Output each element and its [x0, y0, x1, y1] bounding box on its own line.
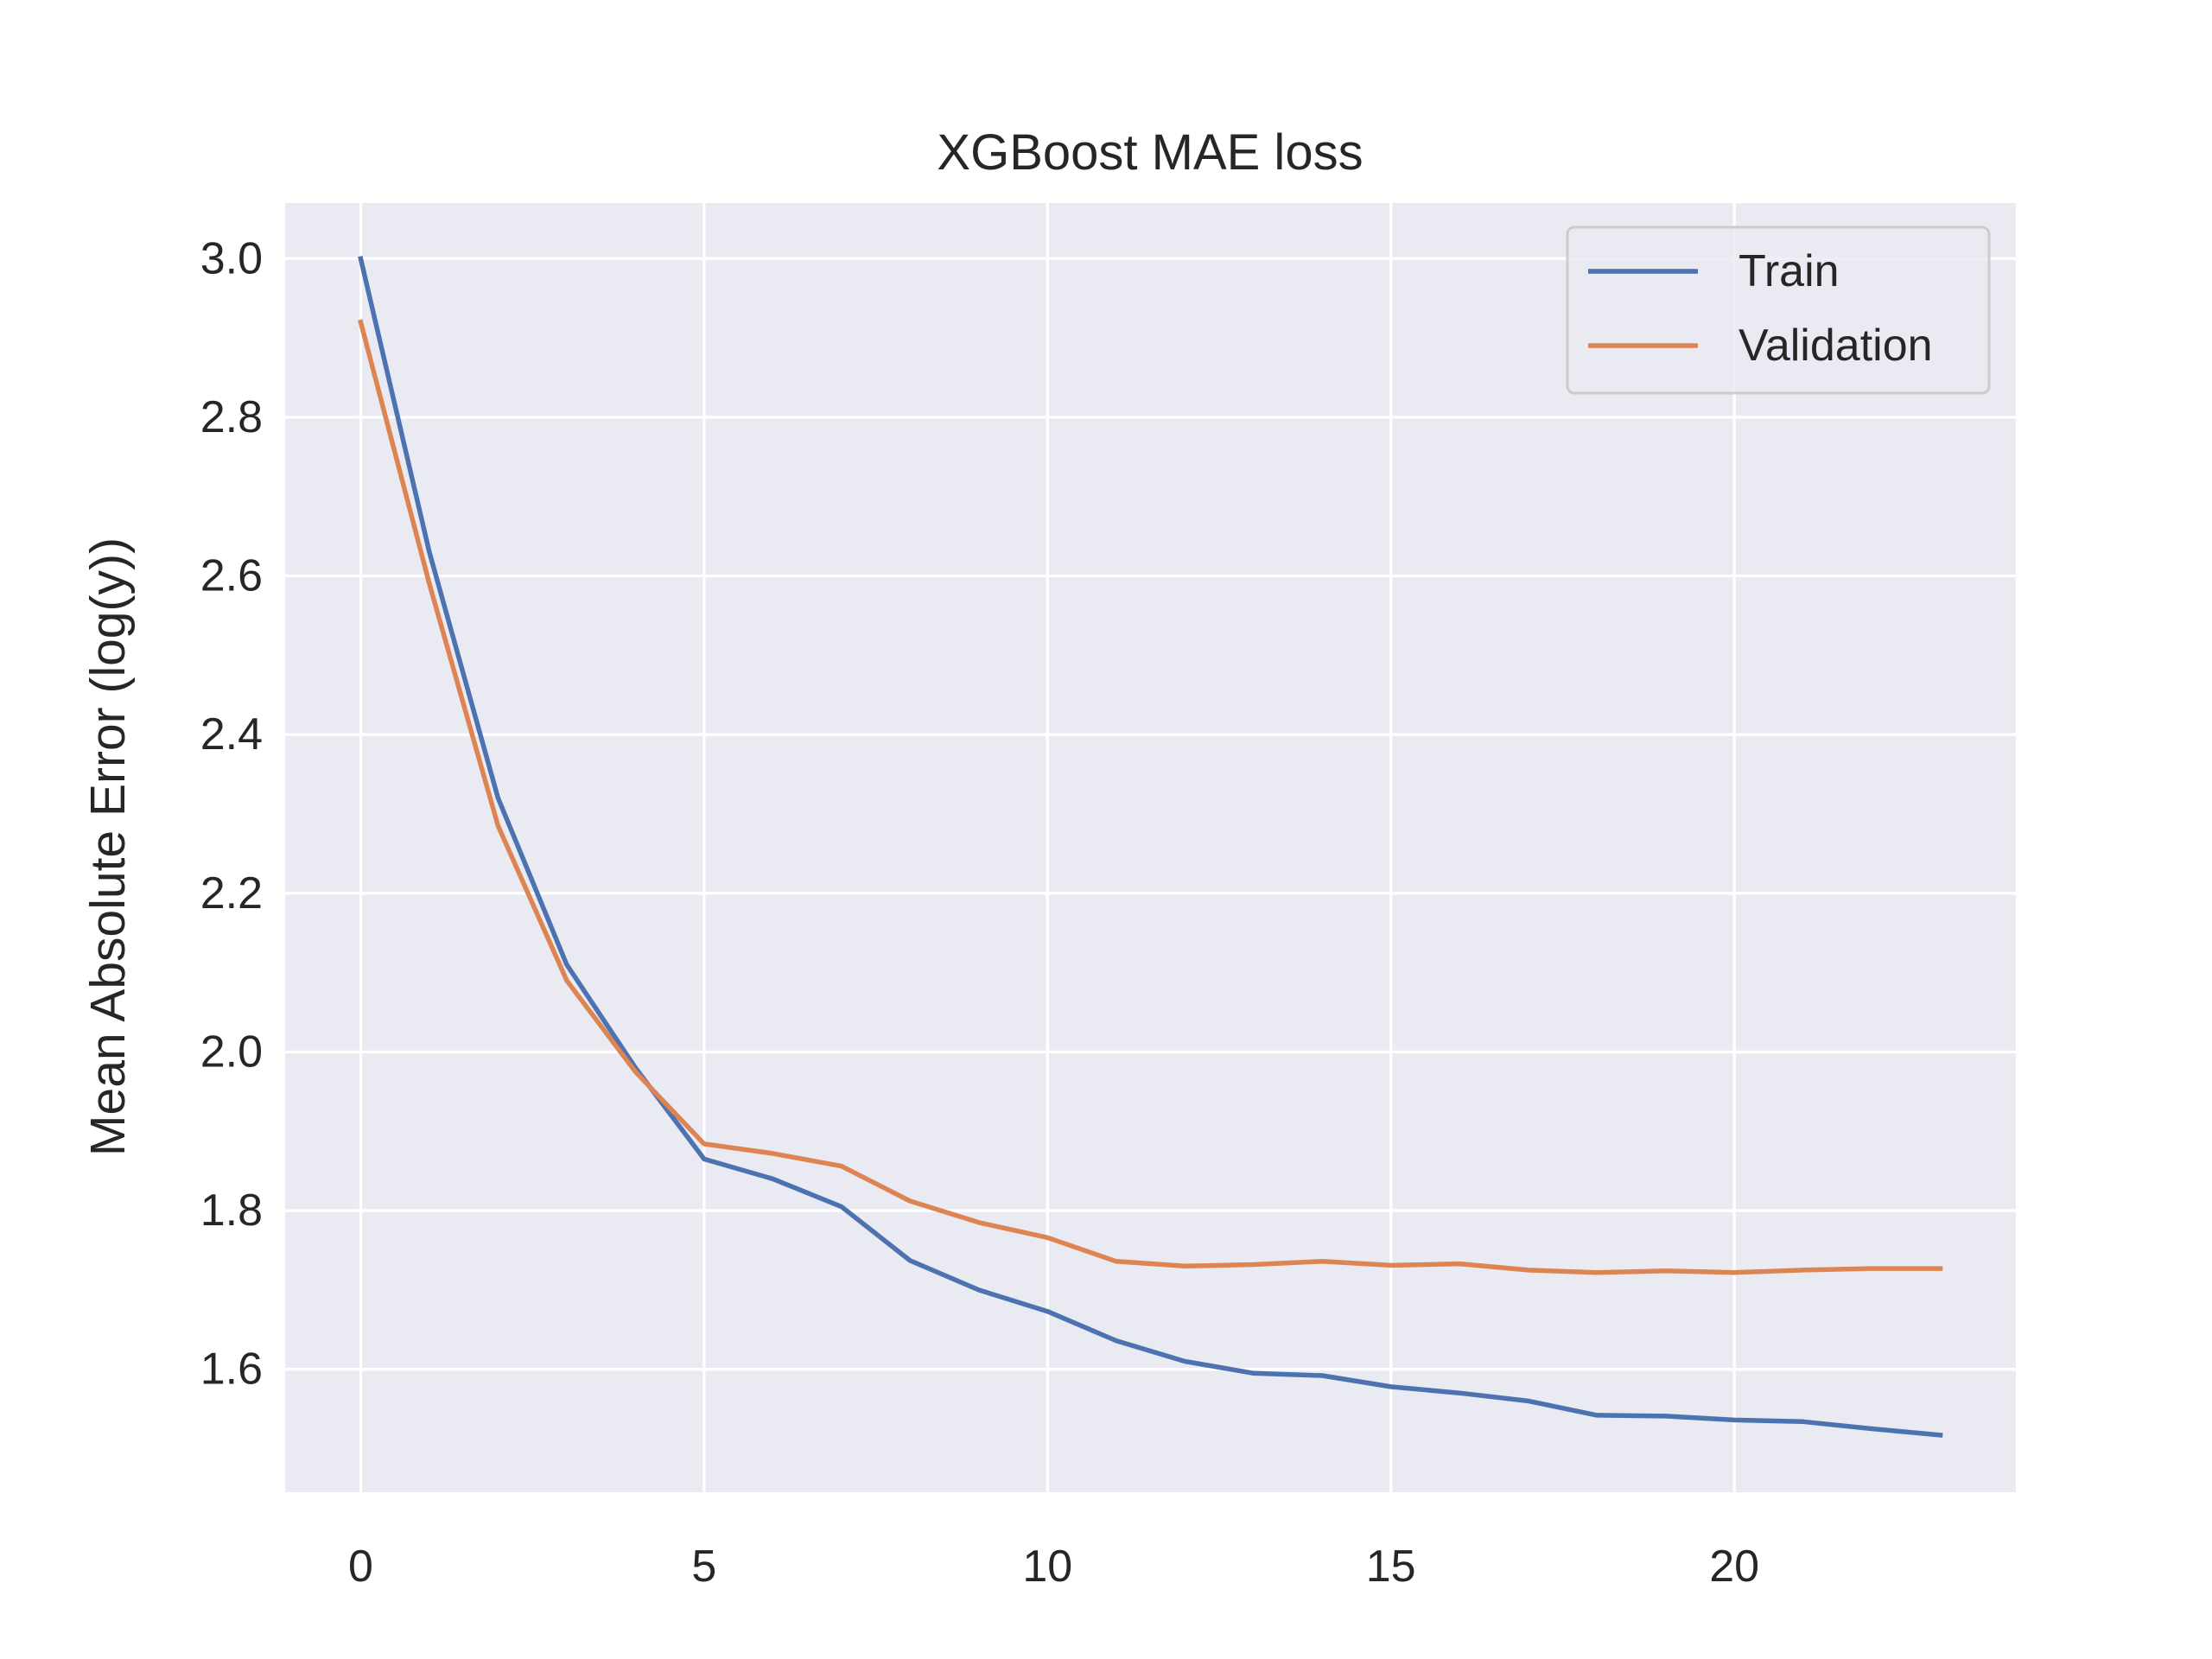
y-tick-label: 2.0: [200, 1027, 263, 1077]
y-tick-label: 2.4: [200, 709, 263, 760]
legend-label-train: Train: [1738, 246, 1840, 296]
y-axis-label: Mean Absolute Error (log(y)): [80, 537, 136, 1156]
series-lines: [358, 255, 1943, 1438]
series-line-validation: [358, 319, 1943, 1275]
legend: Train Validation: [1566, 226, 1991, 395]
y-tick-label: 2.6: [200, 551, 263, 601]
x-tick-label: 10: [1022, 1541, 1072, 1592]
y-tick-label: 1.6: [200, 1344, 263, 1395]
x-tick-labels: 0 5 10 15 20: [348, 1541, 1759, 1592]
x-tick-label: 15: [1366, 1541, 1416, 1592]
x-tick-label: 0: [348, 1541, 373, 1592]
x-tick-label: 5: [691, 1541, 716, 1592]
legend-box: [1566, 226, 1991, 395]
y-tick-labels: 1.6 1.8 2.0 2.2 2.4 2.6 2.8 3.0: [200, 233, 263, 1394]
legend-label-validation: Validation: [1738, 321, 1933, 371]
plot-area-background: [285, 203, 2016, 1492]
series-line-train: [358, 255, 1943, 1438]
y-tick-label: 1.8: [200, 1185, 263, 1236]
x-tick-label: 20: [1709, 1541, 1759, 1592]
chart-title: XGBoost MAE loss: [937, 124, 1363, 181]
y-tick-label: 2.8: [200, 392, 263, 442]
y-tick-label: 3.0: [200, 233, 263, 283]
y-tick-label: 2.2: [200, 868, 263, 918]
